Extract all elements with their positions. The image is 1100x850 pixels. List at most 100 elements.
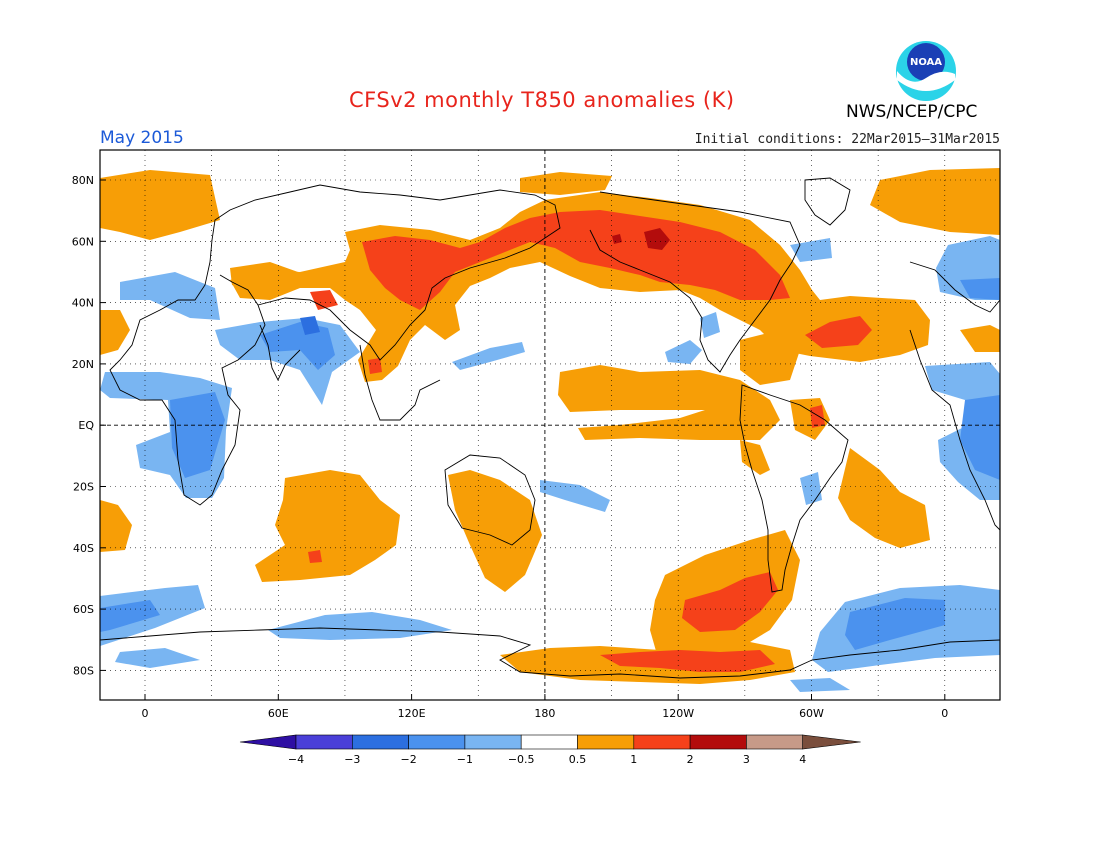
lat-label: 40S bbox=[73, 542, 94, 555]
warm-anomaly-areas-strong bbox=[308, 210, 872, 672]
legend-tick-label: −2 bbox=[400, 753, 416, 766]
lat-lon-grid bbox=[100, 150, 1000, 700]
cool-strong-europe bbox=[960, 278, 1000, 300]
warm-region-atlantic-east bbox=[960, 325, 1000, 352]
legend-tick-label: 0.5 bbox=[569, 753, 587, 766]
lat-label: 20S bbox=[73, 481, 94, 494]
cool-strong-atlantic-east bbox=[960, 395, 1000, 480]
cool-anomaly-areas-strong bbox=[100, 278, 1000, 650]
warm-strong-china bbox=[368, 358, 382, 374]
cool-region-north-pacific bbox=[452, 342, 525, 370]
warm-region-atlantic-south bbox=[838, 448, 930, 548]
warm-region-arabia bbox=[230, 262, 298, 292]
cool-strong-africa bbox=[170, 392, 225, 478]
cool-region-south-america bbox=[800, 472, 822, 505]
lon-label: 120W bbox=[662, 707, 694, 720]
lat-label: 80S bbox=[73, 664, 94, 677]
coastline-africa-right bbox=[909, 329, 1000, 531]
coastline-india bbox=[259, 324, 301, 382]
warm-core-siberia bbox=[612, 234, 622, 244]
noaa-logo-icon: NOAA bbox=[896, 41, 956, 101]
warm-region-west-africa bbox=[100, 500, 132, 552]
warm-core-alaska bbox=[644, 228, 670, 250]
cool-core-tibet bbox=[300, 316, 320, 335]
legend-tick-label: −1 bbox=[457, 753, 473, 766]
legend-swatch bbox=[633, 734, 691, 750]
cool-region-east-pacific bbox=[665, 340, 702, 364]
cool-region-antarctic-atlantic bbox=[790, 678, 850, 692]
noaa-logo: NOAA bbox=[895, 40, 957, 102]
map-frame bbox=[99, 149, 1001, 701]
warm-region-equatorial-pacific bbox=[558, 365, 780, 440]
cool-strong-india bbox=[260, 322, 335, 370]
cool-region-west-us bbox=[700, 312, 720, 338]
cool-region-subtropical-pacific-south bbox=[540, 480, 610, 512]
legend-tick-label: 2 bbox=[687, 753, 694, 766]
warm-region-arctic-atlantic bbox=[870, 168, 1000, 235]
cool-strong-southern-indian bbox=[100, 600, 160, 632]
lat-label: 60S bbox=[73, 603, 94, 616]
legend-arrow-high bbox=[802, 734, 861, 750]
coastline-south-america bbox=[739, 384, 849, 593]
warm-region-indian-south bbox=[255, 470, 400, 582]
legend-tick-label: −4 bbox=[288, 753, 304, 766]
legend-arrow-low bbox=[239, 734, 297, 750]
coastline-europe-right bbox=[909, 261, 1000, 313]
legend-tick-label: 4 bbox=[799, 753, 806, 766]
coastline-southeast-asia bbox=[359, 344, 441, 421]
warm-region-arctic-europe bbox=[100, 170, 220, 240]
lon-label: 0 bbox=[941, 707, 948, 720]
cool-region-north-atlantic bbox=[790, 238, 832, 262]
lat-label: EQ bbox=[78, 419, 94, 432]
coastline-antarctica bbox=[100, 627, 1000, 679]
organization-label: NWS/NCEP/CPC bbox=[846, 102, 978, 122]
warm-strong-asia-north bbox=[362, 210, 790, 310]
lat-label: 60N bbox=[72, 235, 94, 248]
legend-swatch bbox=[295, 734, 353, 750]
legend-swatch bbox=[689, 734, 747, 750]
legend-swatch bbox=[577, 734, 635, 750]
latitude-labels: 80N 60N 40N 20N EQ 20S 40S 60S 80S bbox=[72, 174, 95, 677]
forecast-period: May 2015 bbox=[100, 128, 184, 148]
map-title: CFSv2 monthly T850 anomalies (K) bbox=[349, 88, 735, 112]
lon-label: 60E bbox=[268, 707, 289, 720]
lat-label: 40N bbox=[72, 297, 94, 310]
lat-label: 20N bbox=[72, 358, 94, 371]
warm-strong-brazil bbox=[810, 405, 825, 428]
legend-swatch bbox=[520, 734, 578, 750]
warm-region-atlantic-west bbox=[100, 310, 130, 355]
legend-tick-label: −0.5 bbox=[508, 753, 535, 766]
warm-strong-antarctic-pacific bbox=[600, 650, 775, 672]
coastline-africa-europe bbox=[109, 261, 266, 506]
warm-region-south-america-coast bbox=[740, 440, 770, 475]
warm-strong-mongolia bbox=[310, 290, 338, 310]
lon-label: 120E bbox=[398, 707, 426, 720]
cool-region-antarctic-pacific-west bbox=[268, 612, 452, 640]
legend-swatch bbox=[746, 734, 804, 750]
warm-region-atlantic-subtropics bbox=[740, 330, 800, 385]
warm-strong-southeast-pacific bbox=[682, 572, 778, 632]
warm-strong-indian bbox=[308, 550, 322, 563]
cool-strong-southern-atlantic bbox=[845, 598, 945, 650]
lat-label: 80N bbox=[72, 174, 94, 187]
logo-text: NOAA bbox=[910, 57, 942, 68]
warm-anomaly-areas bbox=[100, 168, 1000, 684]
legend-swatch bbox=[351, 734, 409, 750]
cool-region-antarctic-indian bbox=[115, 648, 200, 668]
legend-tick-label: 1 bbox=[630, 753, 637, 766]
coastline-australia bbox=[444, 454, 536, 546]
legend-swatch bbox=[464, 734, 522, 750]
legend-tick-label: 3 bbox=[743, 753, 750, 766]
cool-region-europe bbox=[120, 272, 220, 320]
coastline-north-america bbox=[589, 191, 801, 373]
lon-label: 180 bbox=[534, 707, 555, 720]
coastline-greenland bbox=[804, 177, 851, 226]
warm-region-australia-south bbox=[448, 470, 542, 592]
longitude-labels: 0 60E 120E 180 120W 60W 0 bbox=[142, 707, 949, 720]
warm-strong-atlantic bbox=[805, 316, 872, 348]
color-legend: −4 −3 −2 −1 −0.5 0.5 1 2 3 4 bbox=[239, 734, 861, 766]
legend-tick-label: −3 bbox=[344, 753, 360, 766]
initial-conditions: Initial conditions: 22Mar2015–31Mar2015 bbox=[694, 132, 1000, 147]
legend-swatch bbox=[408, 734, 466, 750]
